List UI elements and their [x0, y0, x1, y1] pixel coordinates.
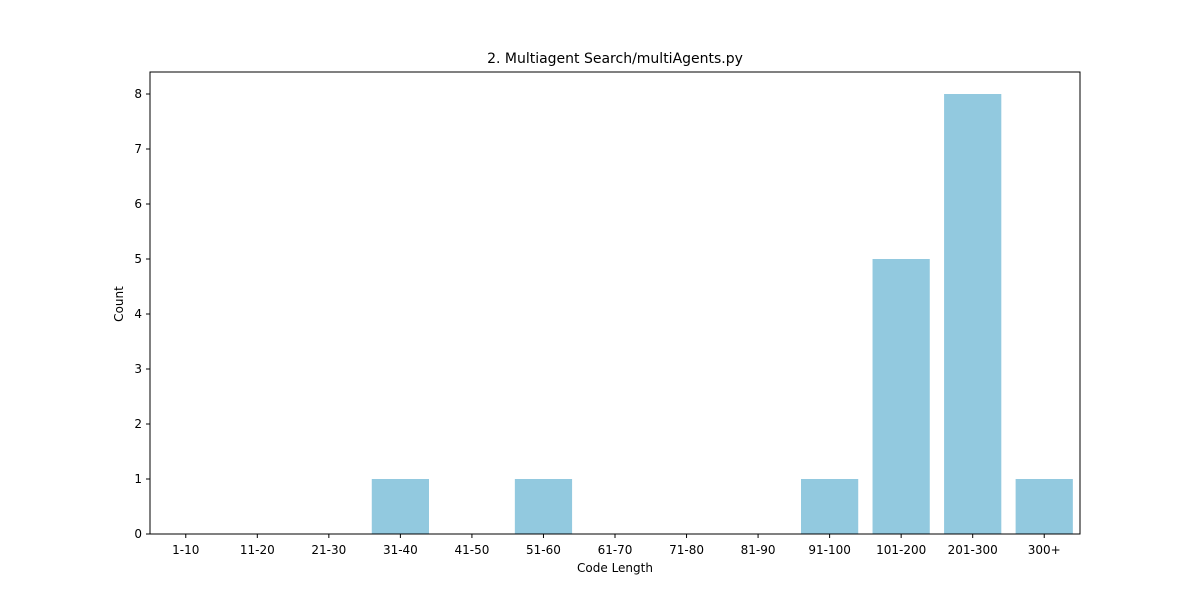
chart-title: 2. Multiagent Search/multiAgents.py	[487, 51, 743, 67]
x-tick-label: 21-30	[311, 543, 346, 557]
x-tick-label: 300+	[1028, 543, 1061, 557]
y-tick-label: 3	[134, 362, 142, 376]
ticks-layer: 1-10 11-20 21-30 31-40 41-50 51-60 61-70 71-80 8…	[134, 87, 1060, 557]
bar-201-300	[944, 94, 1002, 534]
x-tick-label: 201-300	[948, 543, 998, 557]
bar-300+	[1015, 479, 1073, 534]
x-tick-label: 41-50	[454, 543, 489, 557]
y-tick-label: 7	[134, 142, 142, 156]
x-tick-label: 11-20	[240, 543, 275, 557]
y-tick-label: 2	[134, 417, 142, 431]
y-tick-label: 5	[134, 252, 142, 266]
y-tick-label: 8	[134, 87, 142, 101]
x-tick-label: 1-10	[172, 543, 199, 557]
x-tick-label: 71-80	[669, 543, 704, 557]
x-tick-label: 51-60	[526, 543, 561, 557]
y-tick-label: 4	[134, 307, 142, 321]
x-axis-label: Code Length	[577, 561, 653, 575]
plot-frame	[149, 71, 1081, 535]
y-tick-label: 1	[134, 472, 142, 486]
y-tick-label: 0	[134, 527, 142, 541]
bar-31-40	[371, 479, 429, 534]
x-tick-label: 91-100	[808, 543, 851, 557]
x-tick-label: 61-70	[598, 543, 633, 557]
bars-layer	[371, 94, 1073, 534]
x-tick-label: 101-200	[876, 543, 926, 557]
y-tick-label: 6	[134, 197, 142, 211]
x-tick-label: 31-40	[383, 543, 418, 557]
x-tick-label: 81-90	[741, 543, 776, 557]
bar-91-100	[801, 479, 859, 534]
bar-101-200	[872, 259, 930, 534]
bar-51-60	[514, 479, 573, 534]
y-axis-label: Count	[112, 286, 126, 322]
